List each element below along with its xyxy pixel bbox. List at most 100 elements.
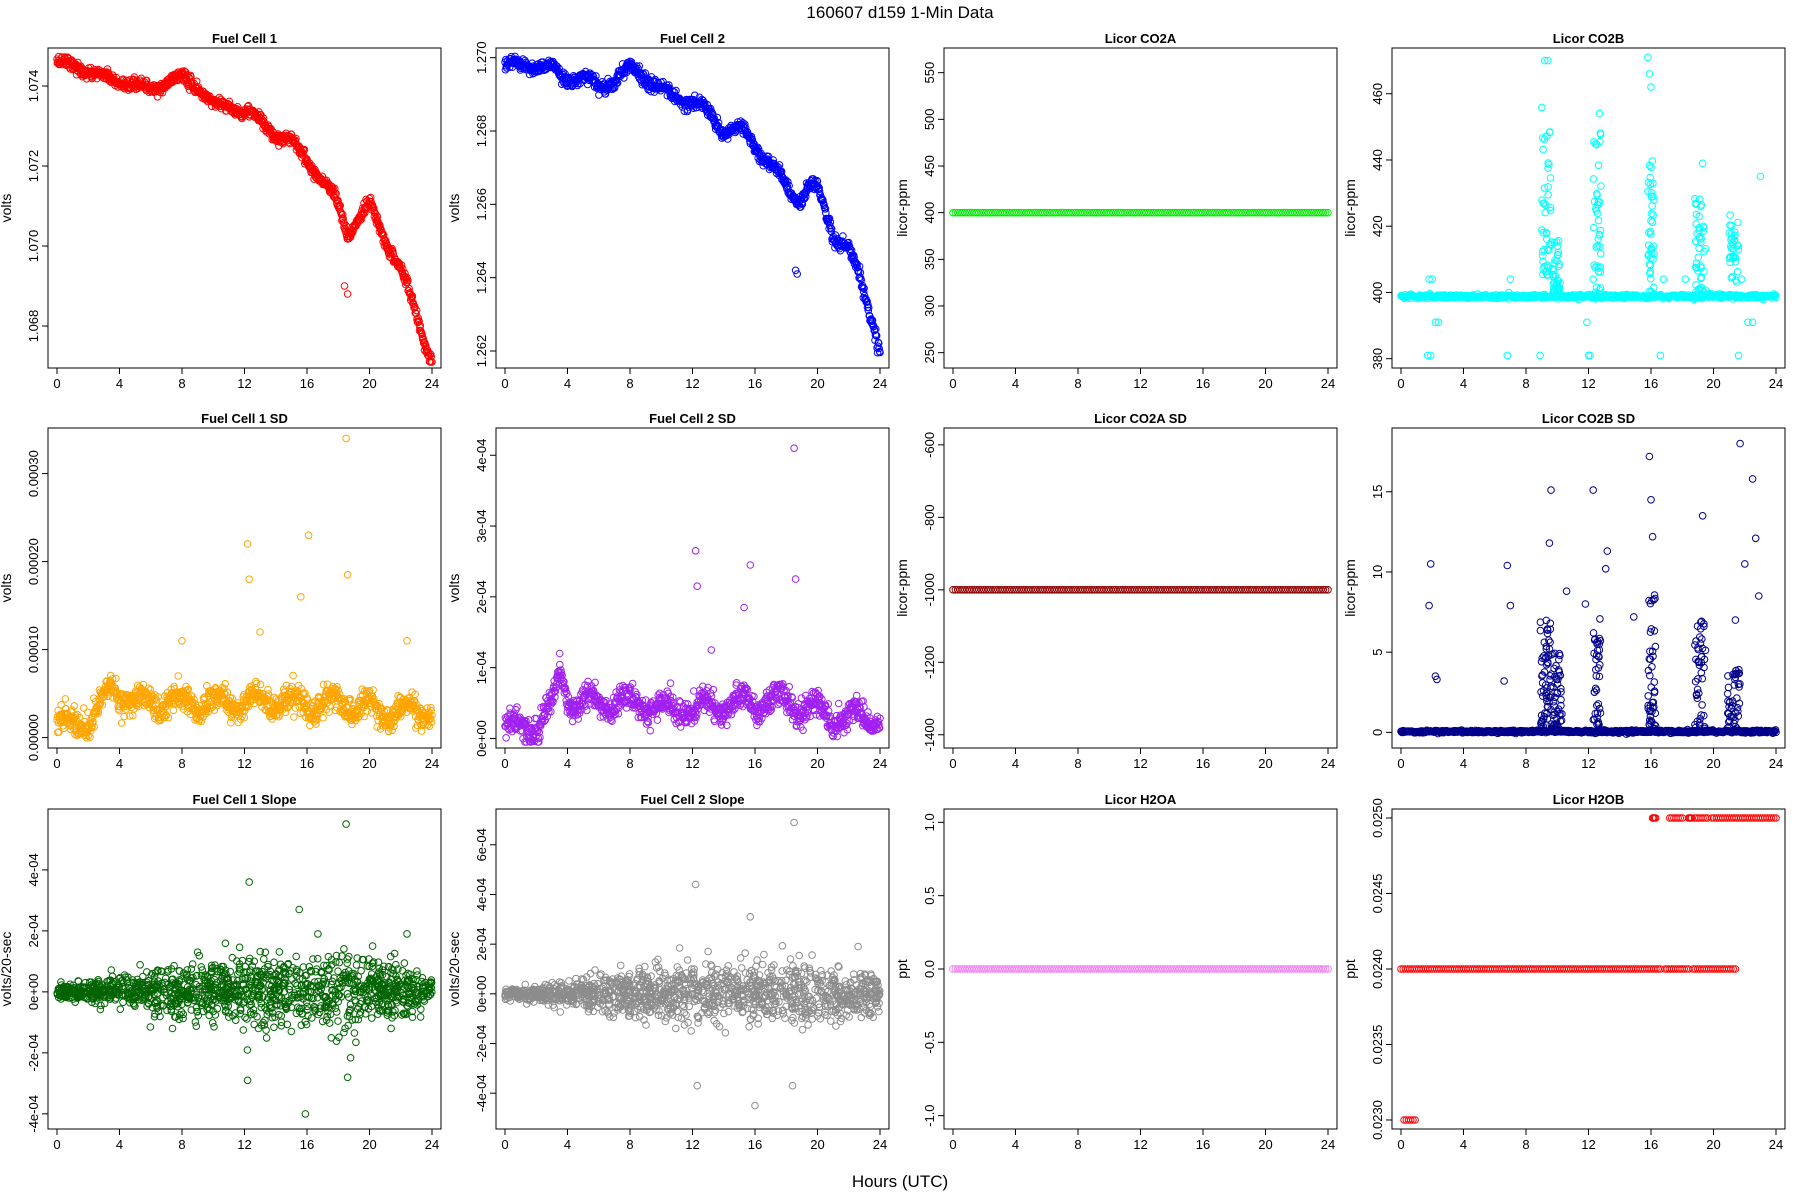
data-point xyxy=(1733,267,1742,276)
x-tick-label: 20 xyxy=(362,376,376,391)
data-point xyxy=(420,338,428,346)
data-point xyxy=(1589,175,1598,183)
data-point xyxy=(340,282,349,290)
data-point xyxy=(57,701,65,709)
x-tick-label: 16 xyxy=(300,756,314,771)
y-axis-label: licor-ppm xyxy=(1342,179,1358,237)
y-tick-label: 1.268 xyxy=(474,115,489,148)
y-tick-label: 1.264 xyxy=(474,261,489,294)
x-tick-label: 24 xyxy=(1769,376,1783,391)
data-point xyxy=(343,290,352,298)
data-point xyxy=(1597,182,1605,190)
y-axis-label: volts xyxy=(446,574,462,603)
data-point xyxy=(1649,211,1657,219)
data-point xyxy=(290,713,298,721)
x-tick-label: 8 xyxy=(178,756,185,771)
data-point xyxy=(1726,211,1734,219)
data-point xyxy=(427,352,436,361)
x-tick-label: 0 xyxy=(1397,376,1404,391)
data-point xyxy=(1647,83,1655,91)
chart-title: Licor CO2A xyxy=(1105,31,1177,46)
data-point xyxy=(304,531,313,540)
figure-xlabel: Hours (UTC) xyxy=(852,1172,948,1191)
x-tick-label: 0 xyxy=(53,756,60,771)
x-tick-label: 20 xyxy=(1706,376,1720,391)
data-point xyxy=(1594,235,1602,243)
y-tick-label: 550 xyxy=(922,62,937,84)
data-point xyxy=(306,721,314,730)
data-point xyxy=(1506,275,1515,284)
data-point xyxy=(428,358,436,366)
y-tick-label: 440 xyxy=(1370,149,1385,171)
x-tick-label: 12 xyxy=(1581,376,1595,391)
x-tick-label: 12 xyxy=(237,756,251,771)
x-tick-label: 12 xyxy=(685,756,699,771)
data-point xyxy=(1538,103,1546,112)
y-tick-label: 1.262 xyxy=(474,335,489,368)
data-point xyxy=(245,575,253,584)
x-tick-label: 24 xyxy=(425,376,439,391)
data-point xyxy=(169,706,178,715)
x-tick-label: 16 xyxy=(748,756,762,771)
x-tick-label: 20 xyxy=(810,756,824,771)
data-point xyxy=(1536,351,1544,360)
y-tick-label: 0.00030 xyxy=(26,450,41,497)
x-tick-label: 4 xyxy=(564,376,571,391)
data-point xyxy=(346,233,355,241)
data-point xyxy=(550,60,559,68)
x-tick-label: 8 xyxy=(626,376,633,391)
data-point xyxy=(336,202,345,210)
x-tick-label: 16 xyxy=(1644,376,1658,391)
y-tick-label: 0.00020 xyxy=(26,538,41,585)
data-point xyxy=(376,221,384,229)
y-tick-label: 400 xyxy=(1370,282,1385,304)
data-point xyxy=(1583,318,1591,327)
chart-title: Fuel Cell 2 SD xyxy=(649,411,736,426)
data-points xyxy=(53,52,436,366)
x-tick-label: 12 xyxy=(237,376,251,391)
data-point xyxy=(646,726,655,735)
data-point xyxy=(531,714,539,723)
data-point xyxy=(291,704,300,712)
figure-title: 160607 d159 1-Min Data xyxy=(806,3,994,22)
data-point xyxy=(256,628,264,636)
y-tick-label: 380 xyxy=(1370,348,1385,370)
data-point xyxy=(666,679,675,688)
data-point xyxy=(370,212,379,220)
data-point xyxy=(653,716,662,724)
y-tick-label: 0.00010 xyxy=(26,626,41,673)
data-point xyxy=(414,314,423,322)
y-tick-label: 1.068 xyxy=(26,310,41,343)
y-tick-label: 450 xyxy=(922,155,937,177)
y-tick-label: 250 xyxy=(922,342,937,364)
data-point xyxy=(1734,218,1742,227)
x-tick-label: 8 xyxy=(178,376,185,391)
y-tick-label: 350 xyxy=(922,248,937,270)
data-point xyxy=(1656,351,1665,360)
data-point xyxy=(1648,202,1656,210)
y-tick-label: 1.070 xyxy=(26,230,41,263)
data-point xyxy=(1596,249,1605,258)
x-tick-label: 24 xyxy=(1321,376,1335,391)
y-tick-label: 300 xyxy=(922,295,937,317)
x-tick-label: 20 xyxy=(362,756,376,771)
data-point xyxy=(342,434,350,443)
data-point xyxy=(403,637,411,645)
x-tick-label: 12 xyxy=(1133,376,1147,391)
data-point xyxy=(1748,318,1757,327)
data-point xyxy=(1595,109,1604,118)
data-point xyxy=(1589,275,1597,284)
chart-title: Fuel Cell 1 xyxy=(212,31,277,46)
x-tick-label: 20 xyxy=(1258,376,1272,391)
data-point xyxy=(1503,351,1512,360)
y-tick-label: 1.270 xyxy=(474,41,489,74)
data-point xyxy=(1659,275,1668,284)
y-axis-label: licor-ppm xyxy=(894,179,910,237)
y-tick-label: 1.266 xyxy=(474,188,489,221)
data-point xyxy=(389,247,397,255)
